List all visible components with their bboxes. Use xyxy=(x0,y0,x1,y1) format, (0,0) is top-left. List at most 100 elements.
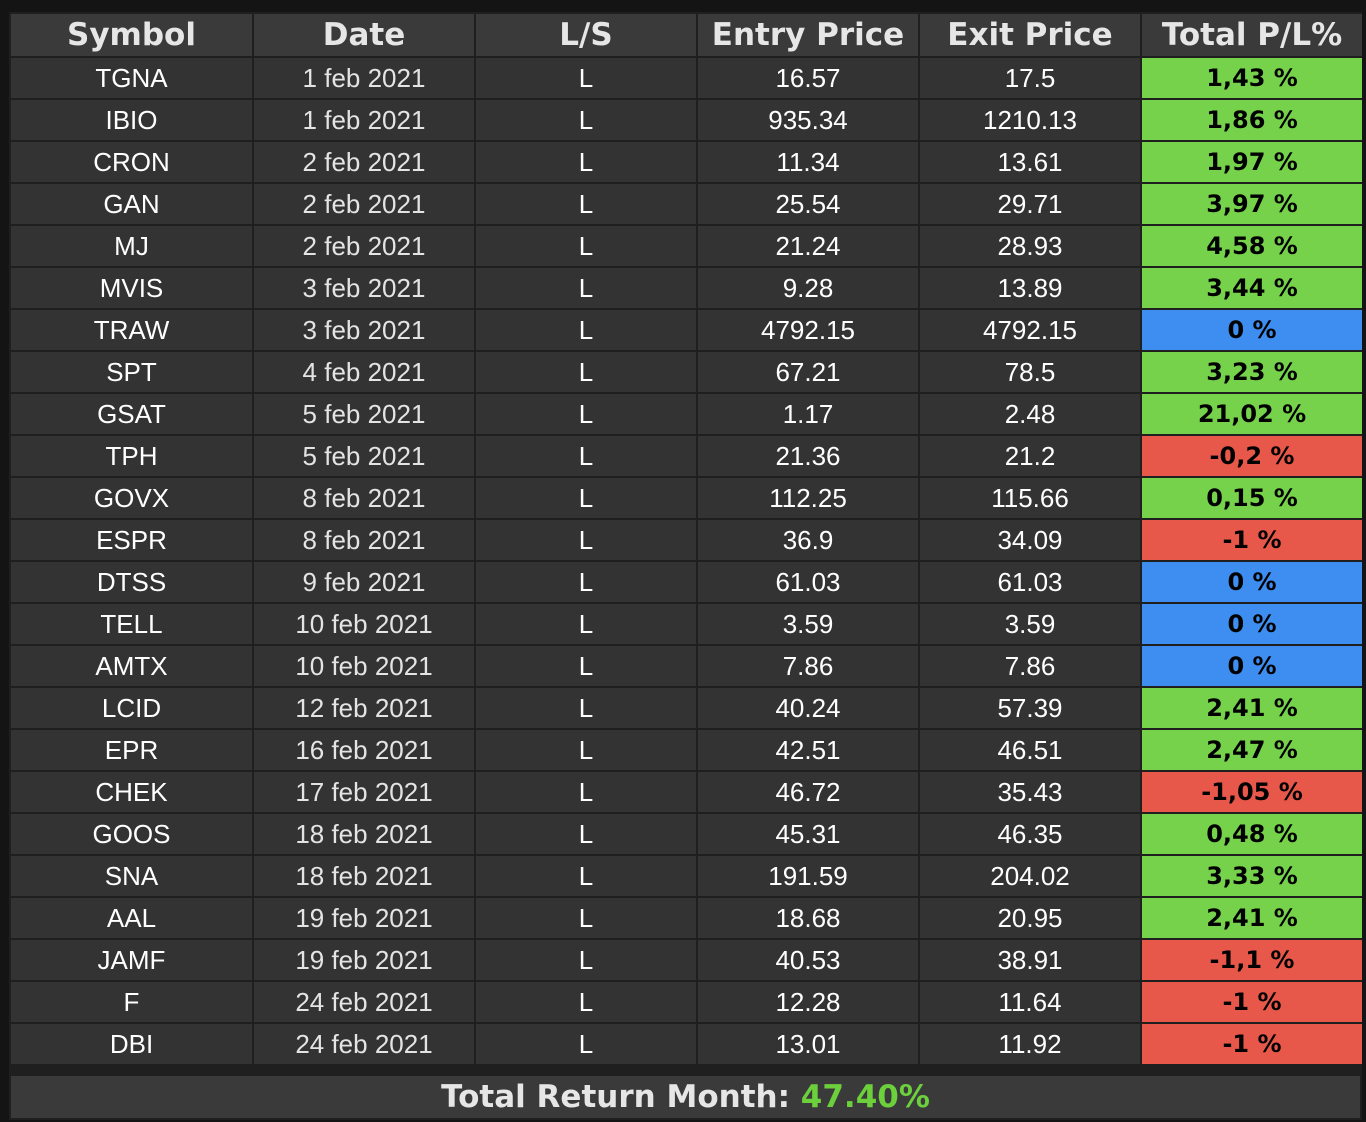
symbol-cell: MJ xyxy=(11,226,252,266)
date-cell: 16 feb 2021 xyxy=(254,730,474,770)
pl-percent-cell: 1,86 % xyxy=(1142,100,1362,140)
table-row: SNA 18 feb 2021 L 191.59 204.02 3,33 % xyxy=(11,856,1362,896)
pl-percent-cell: 0 % xyxy=(1142,562,1362,602)
column-header-date: Date xyxy=(254,14,474,56)
long-short-cell: L xyxy=(476,940,696,980)
pl-percent-cell: 1,97 % xyxy=(1142,142,1362,182)
exit-price-cell: 35.43 xyxy=(920,772,1140,812)
long-short-cell: L xyxy=(476,856,696,896)
table-row: IBIO 1 feb 2021 L 935.34 1210.13 1,86 % xyxy=(11,100,1362,140)
exit-price-cell: 20.95 xyxy=(920,898,1140,938)
exit-price-cell: 7.86 xyxy=(920,646,1140,686)
table-row: AAL 19 feb 2021 L 18.68 20.95 2,41 % xyxy=(11,898,1362,938)
pl-percent-cell: 3,97 % xyxy=(1142,184,1362,224)
entry-price-cell: 45.31 xyxy=(698,814,918,854)
column-header-entry-price: Entry Price xyxy=(698,14,918,56)
table-row: GAN 2 feb 2021 L 25.54 29.71 3,97 % xyxy=(11,184,1362,224)
symbol-cell: GAN xyxy=(11,184,252,224)
entry-price-cell: 21.36 xyxy=(698,436,918,476)
symbol-cell: ESPR xyxy=(11,520,252,560)
date-cell: 19 feb 2021 xyxy=(254,940,474,980)
long-short-cell: L xyxy=(476,520,696,560)
exit-price-cell: 17.5 xyxy=(920,58,1140,98)
exit-price-cell: 46.51 xyxy=(920,730,1140,770)
date-cell: 9 feb 2021 xyxy=(254,562,474,602)
entry-price-cell: 21.24 xyxy=(698,226,918,266)
pl-percent-cell: -0,2 % xyxy=(1142,436,1362,476)
date-cell: 2 feb 2021 xyxy=(254,184,474,224)
header-row: Symbol Date L/S Entry Price Exit Price T… xyxy=(11,14,1362,56)
symbol-cell: SNA xyxy=(11,856,252,896)
entry-price-cell: 40.53 xyxy=(698,940,918,980)
column-header-total-pl: Total P/L% xyxy=(1142,14,1362,56)
trade-log-sheet: Symbol Date L/S Entry Price Exit Price T… xyxy=(9,12,1362,1120)
long-short-cell: L xyxy=(476,268,696,308)
date-cell: 10 feb 2021 xyxy=(254,604,474,644)
table-row: AMTX 10 feb 2021 L 7.86 7.86 0 % xyxy=(11,646,1362,686)
date-cell: 1 feb 2021 xyxy=(254,100,474,140)
entry-price-cell: 7.86 xyxy=(698,646,918,686)
pl-percent-cell: 0 % xyxy=(1142,604,1362,644)
entry-price-cell: 46.72 xyxy=(698,772,918,812)
long-short-cell: L xyxy=(476,730,696,770)
pl-percent-cell: -1 % xyxy=(1142,520,1362,560)
date-cell: 2 feb 2021 xyxy=(254,142,474,182)
table-row: EPR 16 feb 2021 L 42.51 46.51 2,47 % xyxy=(11,730,1362,770)
pl-percent-cell: -1,05 % xyxy=(1142,772,1362,812)
date-cell: 5 feb 2021 xyxy=(254,436,474,476)
exit-price-cell: 13.89 xyxy=(920,268,1140,308)
symbol-cell: JAMF xyxy=(11,940,252,980)
pl-percent-cell: 2,41 % xyxy=(1142,898,1362,938)
entry-price-cell: 935.34 xyxy=(698,100,918,140)
symbol-cell: TPH xyxy=(11,436,252,476)
exit-price-cell: 13.61 xyxy=(920,142,1140,182)
date-cell: 2 feb 2021 xyxy=(254,226,474,266)
date-cell: 17 feb 2021 xyxy=(254,772,474,812)
exit-price-cell: 204.02 xyxy=(920,856,1140,896)
symbol-cell: DBI xyxy=(11,1024,252,1064)
symbol-cell: CHEK xyxy=(11,772,252,812)
long-short-cell: L xyxy=(476,982,696,1022)
symbol-cell: GOOS xyxy=(11,814,252,854)
table-row: JAMF 19 feb 2021 L 40.53 38.91 -1,1 % xyxy=(11,940,1362,980)
table-row: GOVX 8 feb 2021 L 112.25 115.66 0,15 % xyxy=(11,478,1362,518)
long-short-cell: L xyxy=(476,58,696,98)
entry-price-cell: 13.01 xyxy=(698,1024,918,1064)
exit-price-cell: 28.93 xyxy=(920,226,1140,266)
trade-log-table: Symbol Date L/S Entry Price Exit Price T… xyxy=(9,12,1364,1066)
entry-price-cell: 9.28 xyxy=(698,268,918,308)
date-cell: 8 feb 2021 xyxy=(254,478,474,518)
table-row: CRON 2 feb 2021 L 11.34 13.61 1,97 % xyxy=(11,142,1362,182)
exit-price-cell: 115.66 xyxy=(920,478,1140,518)
date-cell: 19 feb 2021 xyxy=(254,898,474,938)
date-cell: 18 feb 2021 xyxy=(254,856,474,896)
symbol-cell: EPR xyxy=(11,730,252,770)
exit-price-cell: 11.92 xyxy=(920,1024,1140,1064)
long-short-cell: L xyxy=(476,100,696,140)
exit-price-cell: 3.59 xyxy=(920,604,1140,644)
long-short-cell: L xyxy=(476,688,696,728)
symbol-cell: TRAW xyxy=(11,310,252,350)
long-short-cell: L xyxy=(476,604,696,644)
exit-price-cell: 46.35 xyxy=(920,814,1140,854)
exit-price-cell: 1210.13 xyxy=(920,100,1140,140)
pl-percent-cell: 0,48 % xyxy=(1142,814,1362,854)
symbol-cell: CRON xyxy=(11,142,252,182)
exit-price-cell: 11.64 xyxy=(920,982,1140,1022)
table-row: F 24 feb 2021 L 12.28 11.64 -1 % xyxy=(11,982,1362,1022)
symbol-cell: DTSS xyxy=(11,562,252,602)
pl-percent-cell: 0 % xyxy=(1142,646,1362,686)
date-cell: 24 feb 2021 xyxy=(254,982,474,1022)
symbol-cell: AMTX xyxy=(11,646,252,686)
entry-price-cell: 40.24 xyxy=(698,688,918,728)
exit-price-cell: 78.5 xyxy=(920,352,1140,392)
table-row: GSAT 5 feb 2021 L 1.17 2.48 21,02 % xyxy=(11,394,1362,434)
exit-price-cell: 29.71 xyxy=(920,184,1140,224)
pl-percent-cell: 0,15 % xyxy=(1142,478,1362,518)
table-row: TELL 10 feb 2021 L 3.59 3.59 0 % xyxy=(11,604,1362,644)
table-row: LCID 12 feb 2021 L 40.24 57.39 2,41 % xyxy=(11,688,1362,728)
pl-percent-cell: -1,1 % xyxy=(1142,940,1362,980)
long-short-cell: L xyxy=(476,142,696,182)
long-short-cell: L xyxy=(476,898,696,938)
exit-price-cell: 61.03 xyxy=(920,562,1140,602)
